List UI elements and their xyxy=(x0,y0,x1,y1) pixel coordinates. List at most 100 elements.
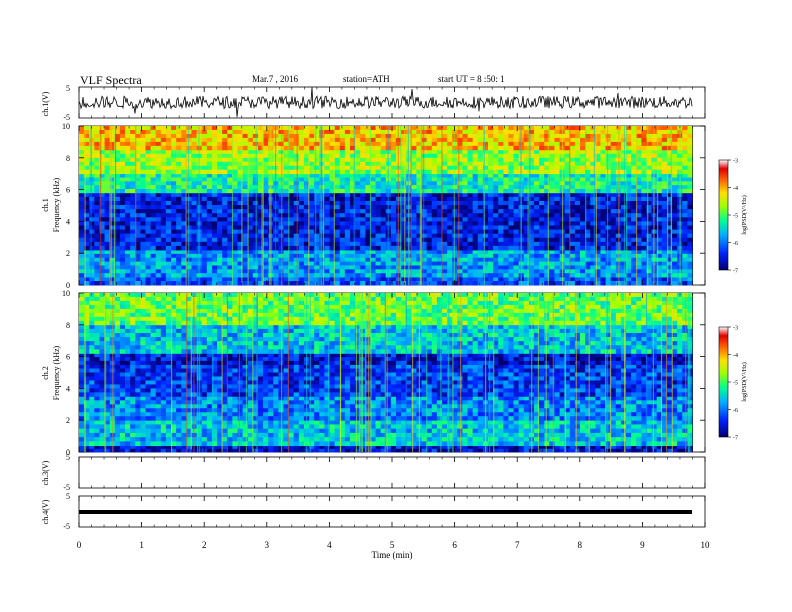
spectrogram-cell xyxy=(206,261,213,266)
spectrogram-cell xyxy=(247,165,254,171)
spectrogram-burst xyxy=(113,126,115,285)
spectrogram-cell xyxy=(130,129,136,135)
spectrogram-cell xyxy=(309,209,315,214)
spectrogram-cell xyxy=(595,173,601,178)
spectrogram-cell xyxy=(672,217,678,222)
spectrogram-cell xyxy=(631,277,637,282)
spectrogram-cell xyxy=(314,245,320,251)
spectrogram-cell xyxy=(605,265,612,270)
spectrogram-cell xyxy=(89,253,95,259)
spectrogram-cell xyxy=(89,129,95,135)
spectrogram-cell xyxy=(646,137,652,143)
spectrogram-cell xyxy=(370,157,376,163)
spectrogram-cell xyxy=(191,129,197,135)
spectrogram-cell xyxy=(206,192,213,198)
spectrogram-cell xyxy=(426,161,433,167)
spectrogram-cell xyxy=(165,233,172,239)
spectrogram-cell xyxy=(314,217,320,222)
spectrogram-cell xyxy=(155,133,162,139)
spectrogram-cell xyxy=(646,161,652,167)
spectrogram-cell xyxy=(201,153,208,159)
spectrogram-cell xyxy=(222,126,228,131)
spectrogram-cell xyxy=(160,192,167,198)
spectrogram-cell xyxy=(447,225,453,230)
spectrogram-cell xyxy=(539,133,545,139)
spectrogram-cell xyxy=(477,217,484,222)
spectrogram-cell xyxy=(580,181,586,186)
spectrogram-cell xyxy=(610,145,617,151)
spectrogram-cell xyxy=(329,161,336,167)
spectrogram-cell xyxy=(661,137,668,143)
spectrogram-cell xyxy=(585,241,591,247)
spectrogram-cell xyxy=(201,229,208,235)
spectrogram-cell xyxy=(672,213,678,218)
spectrogram-cell xyxy=(508,225,514,230)
spectrogram-cell xyxy=(523,192,530,198)
spectrogram-cell xyxy=(656,149,663,155)
spectrogram-cell xyxy=(626,133,632,139)
spectrogram-cell xyxy=(334,165,341,171)
spectrogram-cell xyxy=(293,257,300,262)
spectrogram-cell xyxy=(135,213,141,218)
spectrogram-cell xyxy=(237,126,243,131)
spectrogram-cell xyxy=(375,213,382,218)
spectrogram-cell xyxy=(324,188,330,194)
spectrogram-cell xyxy=(436,225,443,230)
spectrogram-cell xyxy=(661,200,668,206)
spectrogram-cell xyxy=(585,221,591,226)
spectrogram-cell xyxy=(462,205,468,210)
spectrogram-cell xyxy=(513,213,520,218)
spectrogram-cell xyxy=(513,181,520,186)
spectrogram-cell xyxy=(564,445,571,450)
spectrogram-cell xyxy=(600,217,606,222)
spectrogram-cell xyxy=(487,149,494,155)
spectrogram-cell xyxy=(426,253,433,259)
spectrogram-cell xyxy=(109,145,116,151)
spectrogram-cell xyxy=(334,269,341,274)
spectrogram-cell xyxy=(334,221,341,226)
spectrogram-cell xyxy=(605,192,612,198)
spectrogram-cell xyxy=(534,250,540,255)
spectrogram-cell xyxy=(523,165,530,171)
spectrogram-cell xyxy=(595,129,601,135)
spectrogram-cell xyxy=(252,173,259,178)
spectrogram-cell xyxy=(160,213,167,218)
spectrogram-cell xyxy=(467,157,474,163)
spectrogram-cell xyxy=(564,165,571,171)
spectrogram-cell xyxy=(482,137,489,143)
spectrogram-cell xyxy=(656,133,663,139)
spectrogram-cell xyxy=(94,253,100,259)
spectrogram-cell xyxy=(135,261,141,266)
spectrogram-cell xyxy=(109,277,116,282)
spectrogram-cell xyxy=(329,209,336,214)
spectrogram-cell xyxy=(441,188,448,194)
spectrogram-cell xyxy=(595,181,601,186)
spectrogram-cell xyxy=(487,200,494,206)
spectrogram-cell xyxy=(181,229,187,235)
spectrogram-cell xyxy=(298,185,305,190)
spectrogram-cell xyxy=(452,261,458,266)
spectrogram-cell xyxy=(493,217,499,222)
spectrogram-cell xyxy=(140,273,146,278)
spectrogram-cell xyxy=(227,196,233,202)
spectrogram-cell xyxy=(99,157,105,163)
spectrogram-cell xyxy=(140,213,146,218)
spectrogram-cell xyxy=(211,185,218,190)
spectrogram-cell xyxy=(339,261,346,266)
spectrogram-cell xyxy=(687,129,693,135)
spectrogram-cell xyxy=(528,173,535,178)
spectrogram-cell xyxy=(447,265,453,270)
spectrogram-cell xyxy=(426,205,433,210)
spectrogram-cell xyxy=(360,145,366,151)
spectrogram-cell xyxy=(242,241,249,247)
spectrogram-cell xyxy=(84,269,90,274)
spectrogram-cell xyxy=(135,177,141,182)
spectrogram-cell xyxy=(447,445,453,450)
spectrogram-cell xyxy=(370,181,376,186)
spectrogram-cell xyxy=(580,173,586,178)
spectrogram-cell xyxy=(666,237,673,243)
spectrogram-cell xyxy=(452,221,458,226)
spectrogram-cell xyxy=(365,277,371,282)
spectrogram-cell xyxy=(370,229,376,235)
spectrogram-cell xyxy=(150,157,157,163)
